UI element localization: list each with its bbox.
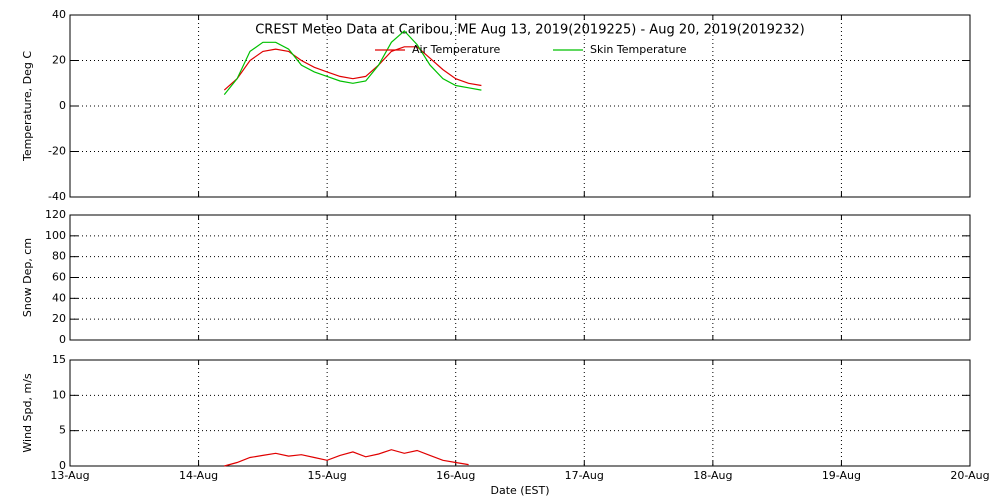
y-tick-label: -40 bbox=[48, 190, 66, 203]
y-tick-label: 10 bbox=[52, 388, 66, 401]
x-tick-label: 16-Aug bbox=[436, 469, 475, 482]
data-line bbox=[224, 449, 469, 467]
y-tick-label: 0 bbox=[59, 99, 66, 112]
y-tick-label: 100 bbox=[45, 229, 66, 242]
y-tick-label: -20 bbox=[48, 145, 66, 158]
y-tick-label: 60 bbox=[52, 271, 66, 284]
y-tick-label: 0 bbox=[59, 333, 66, 346]
y-tick-label: 20 bbox=[52, 312, 66, 325]
plot-frame bbox=[69, 359, 971, 467]
y-tick-label: 5 bbox=[59, 424, 66, 437]
x-axis-label: Date (EST) bbox=[490, 484, 549, 497]
y-tick-label: 0 bbox=[59, 459, 66, 472]
chart-title: CREST Meteo Data at Caribou, ME Aug 13, … bbox=[255, 23, 805, 38]
y-tick-label: 80 bbox=[52, 250, 66, 263]
x-tick-label: 20-Aug bbox=[950, 469, 989, 482]
legend-label: Skin Temperature bbox=[590, 43, 687, 56]
x-tick-label: 19-Aug bbox=[822, 469, 861, 482]
x-tick-label: 17-Aug bbox=[565, 469, 604, 482]
y-tick-label: 40 bbox=[52, 291, 66, 304]
y-tick-label: 120 bbox=[45, 208, 66, 221]
x-tick-label: 13-Aug bbox=[50, 469, 89, 482]
y-axis-label: Temperature, Deg C bbox=[21, 51, 34, 162]
y-tick-label: 20 bbox=[52, 54, 66, 67]
data-line bbox=[223, 46, 482, 91]
data-line bbox=[223, 30, 482, 95]
x-tick-label: 15-Aug bbox=[308, 469, 347, 482]
y-tick-label: 40 bbox=[52, 8, 66, 21]
y-axis-label: Snow Dep, cm bbox=[21, 238, 34, 317]
x-tick-label: 14-Aug bbox=[179, 469, 218, 482]
y-axis-label: Wind Spd, m/s bbox=[21, 373, 34, 453]
y-tick-label: 15 bbox=[52, 353, 66, 366]
legend-label: Air Temperature bbox=[412, 43, 501, 56]
x-tick-label: 18-Aug bbox=[693, 469, 732, 482]
